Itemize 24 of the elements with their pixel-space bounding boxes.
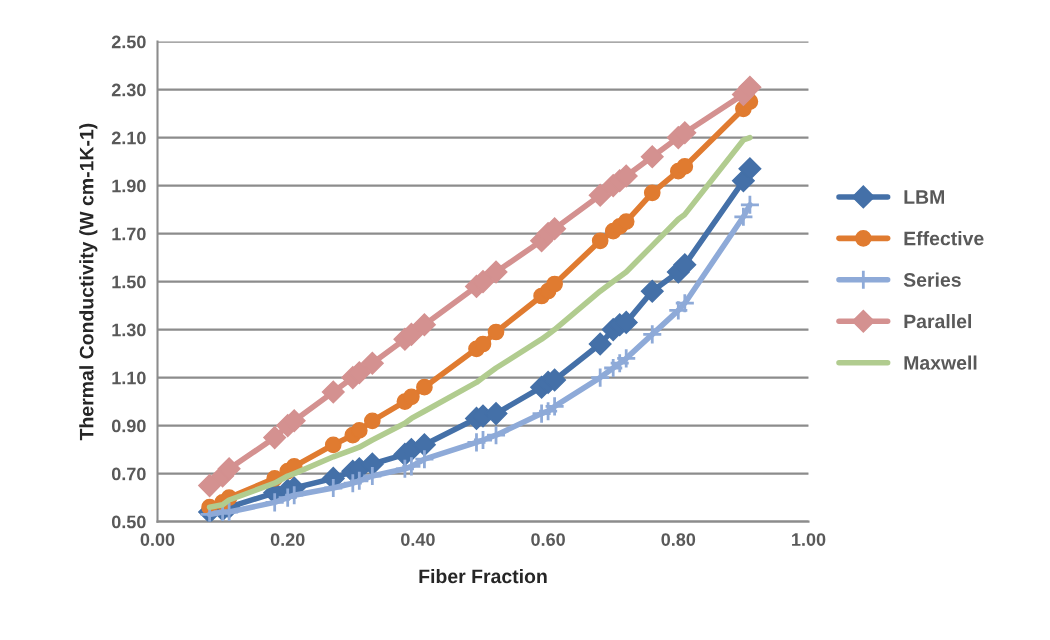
legend-label: Series <box>903 272 961 287</box>
y-tick-label: 1.30 <box>112 323 146 337</box>
x-tick-label: 1.00 <box>792 533 826 546</box>
y-tick-label: 0.50 <box>111 515 146 529</box>
x-axis-title: Fiber Fraction <box>419 568 547 584</box>
y-tick-label: 2.50 <box>111 35 146 49</box>
y-axis-title: Thermal Conductivity (W cm-1K-1) <box>79 123 98 441</box>
x-tick-label: 0.00 <box>140 533 175 546</box>
x-tick-label: 0.40 <box>401 533 435 546</box>
y-tick-label: 1.10 <box>112 371 146 385</box>
x-tick-label: 0.20 <box>270 533 305 546</box>
legend-label: LBM <box>904 190 944 204</box>
legend-label: Maxwell <box>904 355 977 370</box>
y-tick-label: 1.50 <box>112 275 146 289</box>
legend-label: Effective <box>904 231 984 246</box>
y-tick-label: 1.70 <box>112 227 146 241</box>
y-tick-label: 0.70 <box>111 467 146 481</box>
legend-label: Parallel <box>904 314 971 329</box>
y-tick-label: 0.90 <box>111 419 146 433</box>
y-tick-label: 1.90 <box>112 179 146 193</box>
y-tick-label: 2.10 <box>111 131 146 145</box>
x-tick-label: 0.80 <box>661 533 696 546</box>
y-tick-label: 2.30 <box>111 83 146 97</box>
x-tick-label: 0.60 <box>531 533 565 546</box>
